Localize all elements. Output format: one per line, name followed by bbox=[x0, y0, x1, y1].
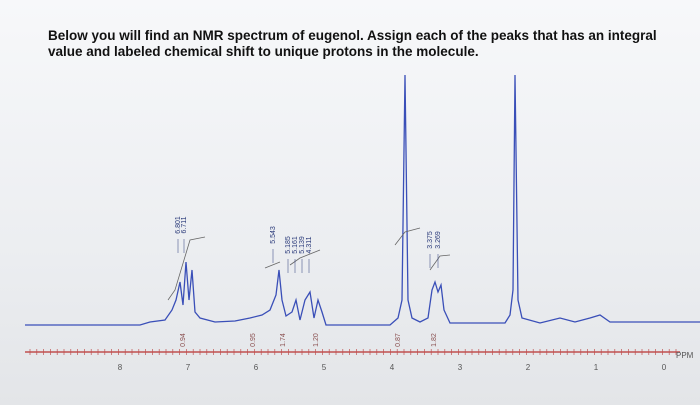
peak-label: 5.543 bbox=[270, 226, 277, 244]
peak-label: 6.711 bbox=[181, 216, 188, 233]
axis-ticks bbox=[29, 349, 677, 355]
axis-unit: PPM bbox=[676, 351, 694, 360]
integral-label: 1.20 bbox=[313, 333, 320, 347]
axis-tick-label: 4 bbox=[390, 363, 395, 372]
axis-tick-label: 5 bbox=[322, 363, 327, 372]
integral-label: 1.82 bbox=[431, 333, 438, 347]
axis-tick-label: 6 bbox=[254, 363, 259, 372]
integral-label: 0.87 bbox=[395, 333, 402, 347]
axis-tick-label: 8 bbox=[118, 363, 123, 372]
question-text: Below you will find an NMR spectrum of e… bbox=[48, 28, 657, 59]
peak-label: 4.311 bbox=[306, 236, 313, 253]
peak-label: 5.139 bbox=[299, 236, 306, 254]
peak-label: 6.801 bbox=[175, 216, 182, 234]
axis-tick-label: 3 bbox=[458, 363, 463, 372]
peak-label: 5.185 bbox=[285, 236, 292, 254]
integral-label: 1.74 bbox=[280, 333, 287, 347]
peak-label: 3.375 bbox=[427, 231, 434, 249]
axis-tick-label: 7 bbox=[186, 363, 191, 372]
integral-trace bbox=[167, 227, 451, 301]
axis-tick-label: 2 bbox=[526, 363, 531, 372]
integral-label: 0.94 bbox=[180, 333, 187, 347]
axis-tick-label: 1 bbox=[594, 363, 599, 372]
peak-label: 5.161 bbox=[292, 236, 299, 254]
axis-tick-label: 0 bbox=[662, 363, 667, 372]
peak-label: 3.269 bbox=[435, 231, 442, 249]
integral-label: 0.95 bbox=[250, 333, 257, 347]
spectrum-trace bbox=[25, 74, 700, 326]
